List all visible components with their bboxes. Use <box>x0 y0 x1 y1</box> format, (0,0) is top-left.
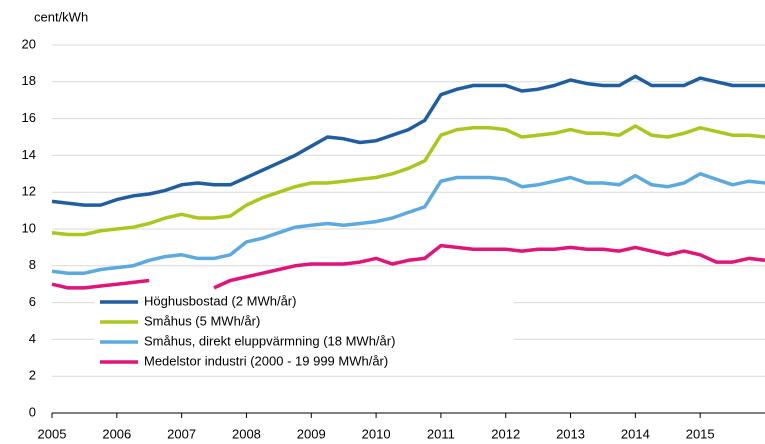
legend-box <box>94 292 514 374</box>
x-tick-label: 2011 <box>427 426 455 441</box>
x-tick-label: 2013 <box>556 426 585 441</box>
legend-label: Småhus, direkt eluppvärmning (18 MWh/år) <box>144 333 395 348</box>
x-tick-label: 2012 <box>491 426 520 441</box>
x-tick-label: 2009 <box>297 426 326 441</box>
legend-label: Höghusbostad (2 MWh/år) <box>144 293 296 308</box>
y-axis-label: cent/kWh <box>34 9 88 24</box>
y-tick-label: 10 <box>22 220 36 235</box>
y-tick-label: 0 <box>29 404 36 419</box>
series-line <box>51 74 765 207</box>
y-tick-label: 8 <box>29 257 36 272</box>
y-tick-label: 6 <box>29 294 36 309</box>
series-line <box>51 243 765 290</box>
y-tick-label: 12 <box>22 184 36 199</box>
y-tick-label: 18 <box>22 73 36 88</box>
x-tick-label: 2014 <box>621 426 650 441</box>
y-tick-label: 4 <box>29 331 36 346</box>
series-line <box>51 172 765 275</box>
series-line <box>51 124 765 237</box>
x-tick-label: 2010 <box>362 426 391 441</box>
y-tick-label: 20 <box>22 36 36 51</box>
x-tick-label: 2006 <box>102 426 131 441</box>
y-tick-label: 16 <box>22 110 36 125</box>
x-tick-label: 2015 <box>686 426 715 441</box>
x-tick-label: 2008 <box>232 426 261 441</box>
legend-label: Medelstor industri (2000 - 19 999 MWh/år… <box>144 353 388 368</box>
legend-label: Småhus (5 MWh/år) <box>144 313 260 328</box>
y-tick-label: 2 <box>29 368 36 383</box>
x-tick-label: 2005 <box>38 426 67 441</box>
x-tick-label: 2007 <box>167 426 196 441</box>
y-tick-label: 14 <box>22 147 36 162</box>
